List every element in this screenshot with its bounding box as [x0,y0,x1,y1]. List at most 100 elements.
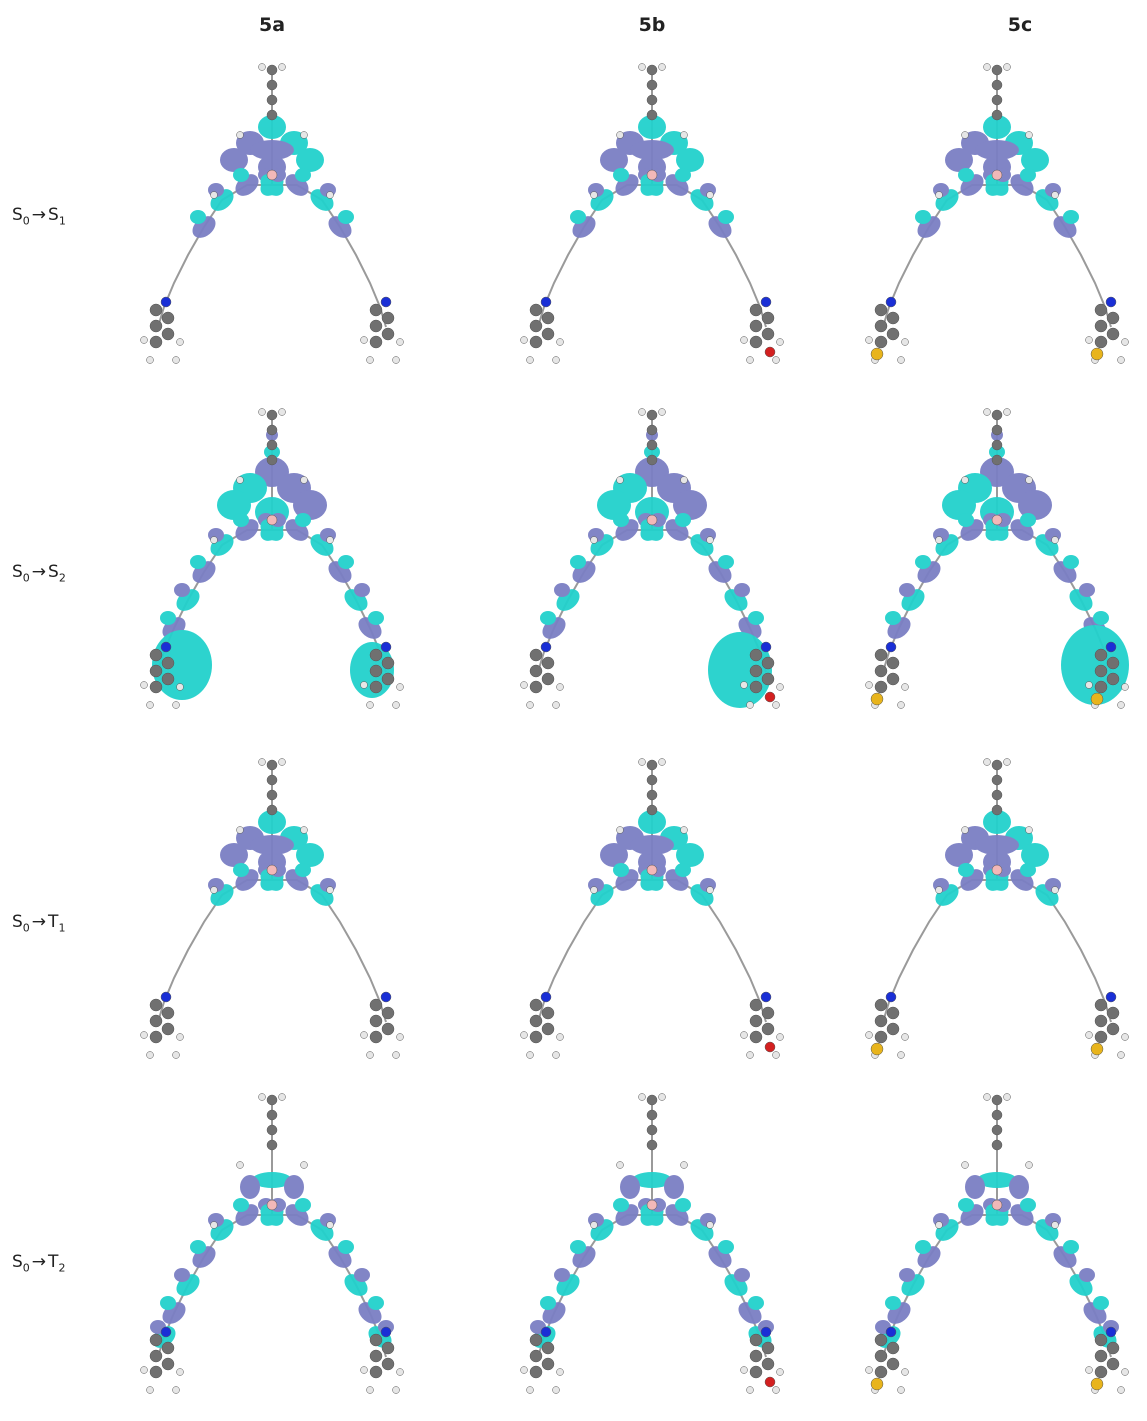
atom [646,424,658,436]
atom [541,1006,555,1020]
orbital-lobe [338,1240,354,1254]
atom [961,476,969,484]
atom [680,476,688,484]
atom [749,1365,763,1379]
atom [749,1030,763,1044]
atom [520,1031,528,1039]
orbital-lobe [620,1175,640,1199]
atom [991,169,1003,181]
atom [646,1094,658,1106]
atom [540,641,552,653]
atom [541,1022,555,1036]
atom [1094,1014,1108,1028]
orbital-cell-5b-s0-t2 [502,1085,802,1415]
atom [149,1333,163,1347]
atom [658,758,666,766]
atom [991,1139,1003,1151]
bond-network [157,1100,387,1358]
atom [1106,656,1120,670]
atom [552,701,560,709]
atom [1003,758,1011,766]
atom [210,191,218,199]
atom [278,408,286,416]
atom [870,1042,884,1056]
atom [266,109,278,121]
atom [901,338,909,346]
orbital-lobe [915,210,931,224]
atom [740,1366,748,1374]
atom [874,648,888,662]
row-label-s0-t2: S0 → T2 [12,1252,66,1275]
orbital-lobe [338,210,354,224]
orbital-lobe [1020,863,1036,877]
orbital-lobe [885,1296,901,1310]
atom [369,1365,383,1379]
atom [369,319,383,333]
atom [176,683,184,691]
orbital-lobe [675,863,691,877]
orbital-lobe [252,1172,292,1188]
orbital-lobes [530,1172,774,1348]
molecule-diagram [140,1093,404,1394]
orbital-lobe [264,445,280,459]
orbital-lobe [638,810,666,834]
atom [680,1161,688,1169]
atom [638,758,646,766]
atom [646,409,658,421]
atom [266,94,278,106]
atom [658,1093,666,1101]
atom [392,701,400,709]
atom [885,641,897,653]
atom [326,191,334,199]
atom [772,1386,780,1394]
orbital-lobe [1018,490,1052,520]
atom [396,683,404,691]
atom [874,303,888,317]
atom [776,338,784,346]
atom [529,1333,543,1347]
orbital-lobe [293,490,327,520]
molecule-diagram [140,758,404,1059]
orbital-lobe [965,1175,985,1199]
atom [529,335,543,349]
orbital-lobe [958,168,974,182]
atom [266,514,278,526]
atom [1085,681,1093,689]
atom [1094,1333,1108,1347]
atom [991,454,1003,466]
atom [885,296,897,308]
atom [149,1030,163,1044]
atom [149,1014,163,1028]
atom [764,1376,776,1388]
orbital-lobe [1063,1240,1079,1254]
atom [369,1014,383,1028]
orbital-lobe [983,810,1011,834]
molecule-diagram [140,63,404,364]
atom [749,1349,763,1363]
atom [161,1006,175,1020]
orbital-lobe [554,1268,570,1282]
orbital-lobe [258,115,286,139]
atom [680,131,688,139]
atom [1094,648,1108,662]
atom [886,1006,900,1020]
atom [935,886,943,894]
orbital-lobe [600,148,628,172]
atom [1105,296,1117,308]
orbital-lobe [1020,1198,1036,1212]
atom [149,319,163,333]
atom [646,759,658,771]
orbital-lobe [748,611,764,625]
atom [236,1161,244,1169]
atom [300,476,308,484]
orbital-lobes [540,429,772,708]
atom [369,1333,383,1347]
atoms [520,408,784,709]
atom [556,1368,564,1376]
atom [380,991,392,1003]
orbital-lobe [899,583,915,597]
orbital-cell-5a-s0-s1 [122,55,422,385]
atom [772,701,780,709]
atom [590,886,598,894]
atom [706,1221,714,1229]
